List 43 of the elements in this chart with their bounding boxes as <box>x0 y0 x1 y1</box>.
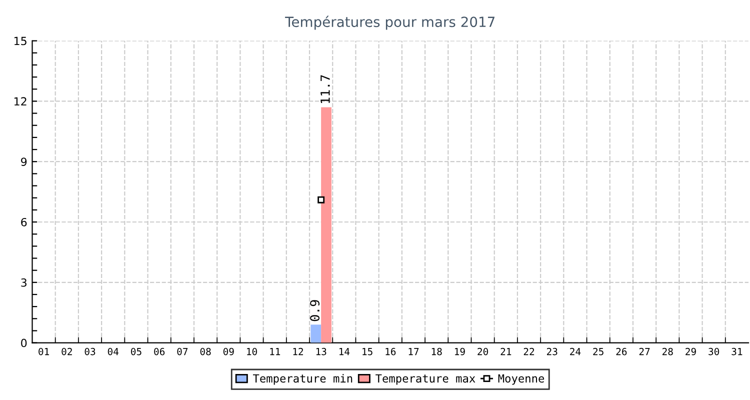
x-tick-label: 22 <box>524 348 534 356</box>
x-tick-label: 19 <box>455 348 465 356</box>
x-tick-label: 09 <box>223 348 234 356</box>
x-tick-label: 30 <box>708 348 720 356</box>
chart-title: Températures pour mars 2017 <box>285 16 494 30</box>
x-tick-label: 14 <box>339 348 350 356</box>
legend-label: Temperature min <box>252 374 352 385</box>
y-tick-label: 0 <box>21 338 27 348</box>
x-tick-label: 02 <box>62 348 72 356</box>
x-tick-label: 07 <box>177 348 188 356</box>
x-tick-label: 06 <box>154 348 165 356</box>
x-tick-label: 03 <box>84 348 96 356</box>
legend-label: Moyenne <box>498 374 544 385</box>
x-tick-label: 10 <box>247 348 257 356</box>
x-tick-label: 28 <box>662 348 673 356</box>
x-tick-label: 25 <box>593 348 604 356</box>
x-tick-label: 23 <box>546 348 558 356</box>
text: 11.7 <box>320 75 330 103</box>
text: 0.9 <box>310 300 320 322</box>
x-tick-label: 13 <box>316 348 326 356</box>
y-tick-label: 15 <box>14 36 26 46</box>
x-tick-label: 18 <box>432 348 442 356</box>
y-tick-label: 9 <box>21 158 27 166</box>
x-tick-label: 16 <box>386 348 396 356</box>
x-tick-label: 31 <box>732 348 742 356</box>
x-tick-label: 27 <box>639 348 650 356</box>
x-tick-label: 20 <box>478 348 488 356</box>
legend-label: Temperature max <box>376 374 476 385</box>
x-tick-label: 24 <box>570 348 581 356</box>
x-tick-label: 26 <box>616 348 627 356</box>
x-tick-label: 08 <box>200 348 211 356</box>
x-tick-label: 01 <box>38 348 49 356</box>
x-tick-label: 15 <box>362 348 372 356</box>
x-tick-label: 11 <box>270 348 280 356</box>
y-tick-label: 12 <box>14 97 26 106</box>
x-tick-label: 05 <box>131 348 142 356</box>
x-tick-label: 12 <box>293 348 303 356</box>
x-tick-label: 29 <box>686 348 696 356</box>
x-tick-label: 21 <box>500 348 512 356</box>
y-tick-label: 6 <box>21 218 27 226</box>
x-tick-label: 17 <box>408 348 419 356</box>
y-tick-label: 3 <box>21 278 26 287</box>
x-tick-label: 04 <box>108 348 119 356</box>
